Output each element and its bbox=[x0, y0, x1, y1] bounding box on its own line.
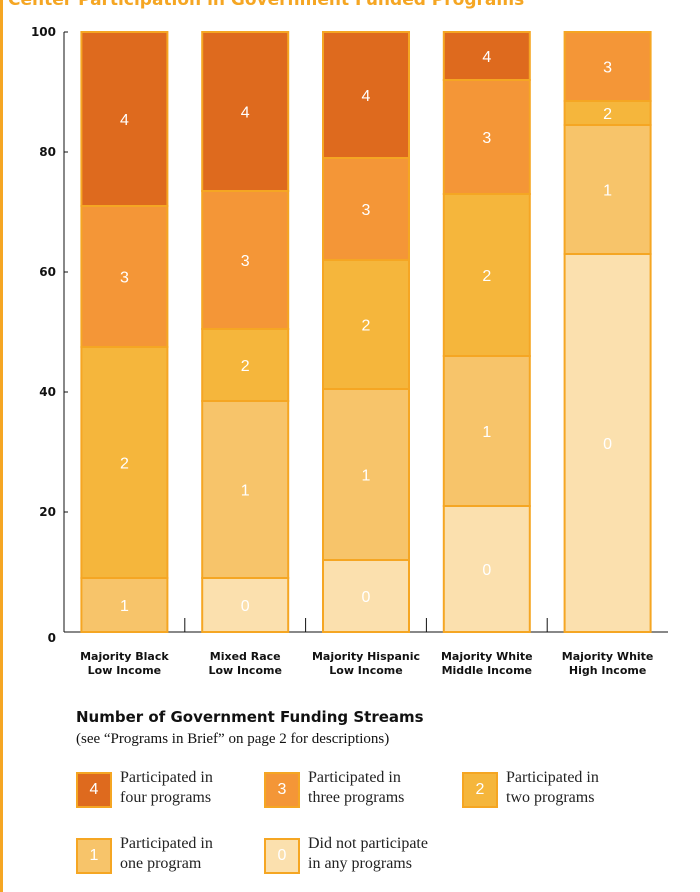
legend-line: Did not participate bbox=[308, 835, 428, 852]
legend-item-three: 3 Participated in three programs bbox=[264, 769, 448, 808]
legend-title: Number of Government Funding Streams bbox=[76, 708, 424, 726]
y-tick-label: 100 bbox=[31, 25, 56, 39]
legend-item-zero: 0 Did not participate in any programs bbox=[264, 835, 448, 874]
category-label-line2: Low Income bbox=[88, 664, 161, 677]
bar-segment-label: 0 bbox=[603, 436, 612, 453]
legend-swatch-three: 3 bbox=[264, 772, 300, 808]
bar-segment bbox=[201, 328, 290, 402]
bar-segment bbox=[563, 100, 652, 126]
bar-segment-label: 2 bbox=[362, 318, 371, 335]
legend-line: Participated in bbox=[308, 769, 401, 786]
category-label-line2: Middle Income bbox=[442, 664, 532, 677]
legend-item-four: 4 Participated in four programs bbox=[76, 769, 260, 808]
bar-segment bbox=[322, 259, 410, 390]
legend-subtitle: (see “Programs in Brief” on page 2 for d… bbox=[76, 731, 390, 747]
bar-segment bbox=[322, 157, 410, 261]
legend-line: three programs bbox=[308, 789, 405, 806]
bar-segment-label: 2 bbox=[482, 268, 491, 285]
legend-text-two: Participated in two programs bbox=[506, 768, 646, 808]
bar-segment-label: 1 bbox=[603, 183, 612, 200]
legend-text-zero: Did not participate in any programs bbox=[308, 834, 448, 874]
legend-line: two programs bbox=[506, 789, 595, 806]
bar-segment-label: 3 bbox=[362, 202, 371, 219]
bars-layer: 1 2 3 4 0 1 2 3 4 0 1 2 3 4 0 1 2 3 4 0 1 2 3 bbox=[80, 31, 652, 633]
bar-segment-label: 2 bbox=[241, 358, 250, 375]
bar-segment-label: 0 bbox=[482, 562, 491, 579]
legend-line: in any programs bbox=[308, 855, 412, 872]
bar-segment bbox=[563, 31, 652, 102]
category-label-line1: Majority White bbox=[441, 650, 533, 663]
frame-left-border bbox=[0, 0, 3, 892]
category-label-line2: High Income bbox=[569, 664, 646, 677]
bar-segment-label: 3 bbox=[241, 253, 250, 270]
legend-line: one program bbox=[120, 855, 202, 872]
bar-segment-label: 2 bbox=[603, 106, 612, 123]
legend-text-one: Participated in one program bbox=[120, 834, 260, 874]
y-tick-label: 0 bbox=[48, 631, 56, 645]
category-label-line1: Majority Hispanic bbox=[312, 650, 420, 663]
category-label-line1: Majority Black bbox=[80, 650, 169, 663]
bar-segment bbox=[201, 190, 290, 330]
legend-text-three: Participated in three programs bbox=[308, 768, 448, 808]
bar-segment bbox=[201, 577, 290, 633]
bar-segment bbox=[80, 31, 169, 207]
bar-segment-label: 4 bbox=[120, 112, 129, 129]
legend-line: Participated in bbox=[120, 769, 213, 786]
bar-segment-label: 1 bbox=[362, 468, 371, 485]
bar-segment bbox=[563, 124, 652, 255]
y-tick-label: 80 bbox=[39, 145, 56, 159]
bar-segment bbox=[80, 346, 169, 579]
bar-segment-label: 2 bbox=[120, 456, 129, 473]
legend-line: Participated in bbox=[506, 769, 599, 786]
bar-segment bbox=[80, 205, 169, 348]
legend-item-one: 1 Participated in one program bbox=[76, 835, 260, 874]
legend-swatch-two: 2 bbox=[462, 772, 498, 808]
bar-segment bbox=[563, 253, 652, 633]
legend-swatch-zero: 0 bbox=[264, 838, 300, 874]
bar-segment bbox=[442, 79, 531, 195]
bar-segment bbox=[442, 31, 531, 81]
legend-line: Participated in bbox=[120, 835, 213, 852]
legend-swatch-one: 1 bbox=[76, 838, 112, 874]
bar-segment-label: 1 bbox=[241, 483, 250, 500]
bar-segment bbox=[322, 31, 410, 159]
bar-segment-label: 3 bbox=[482, 130, 491, 147]
category-label-line1: Mixed Race bbox=[210, 650, 281, 663]
chart-title: Center Participation in Government Funde… bbox=[8, 0, 525, 10]
category-label-line2: Low Income bbox=[208, 664, 281, 677]
bar-segment-label: 0 bbox=[362, 589, 371, 606]
bar-segment-label: 0 bbox=[241, 598, 250, 615]
legend-item-two: 2 Participated in two programs bbox=[462, 769, 646, 808]
bar-segment-label: 4 bbox=[482, 49, 491, 66]
bar-segment-label: 3 bbox=[120, 270, 129, 287]
y-tick-label: 60 bbox=[39, 265, 56, 279]
bar-segment-label: 4 bbox=[362, 88, 371, 105]
bar-segment-label: 3 bbox=[603, 60, 612, 77]
legend-line: four programs bbox=[120, 789, 212, 806]
bar-segment bbox=[80, 577, 169, 633]
bar-segment bbox=[442, 193, 531, 357]
y-tick-label: 40 bbox=[39, 385, 56, 399]
y-tick-label: 20 bbox=[39, 505, 56, 519]
category-label-line1: Majority White bbox=[562, 650, 654, 663]
bar-segment bbox=[322, 388, 410, 561]
bar-segment bbox=[442, 505, 531, 633]
legend-text-four: Participated in four programs bbox=[120, 768, 260, 808]
bar-segment-label: 1 bbox=[120, 598, 129, 615]
legend-swatch-four: 4 bbox=[76, 772, 112, 808]
bar-segment-label: 4 bbox=[241, 105, 250, 122]
bar-segment-label: 1 bbox=[482, 424, 491, 441]
bar-segment bbox=[442, 355, 531, 507]
category-label-line2: Low Income bbox=[329, 664, 402, 677]
bar-segment bbox=[201, 31, 290, 192]
